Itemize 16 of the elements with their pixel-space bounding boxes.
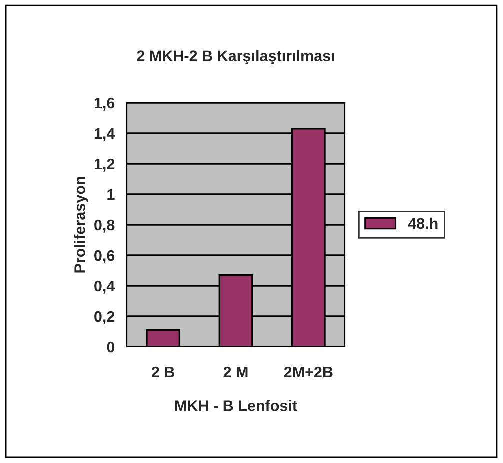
y-tick-label: 0,6 — [94, 250, 115, 264]
y-tick-label: 0,4 — [94, 280, 116, 294]
y-tick-label: 0 — [107, 342, 115, 353]
x-axis-title: MKH - B Lenfosit — [175, 400, 298, 412]
y-tick-label: 0,2 — [94, 311, 115, 324]
chart-title: 2 MKH-2 B Karşılaştırılması — [137, 50, 334, 65]
y-tick-label: 1,6 — [94, 98, 115, 111]
legend-label: 48.h — [408, 218, 438, 230]
y-tick-label: 1,4 — [94, 128, 116, 142]
y-tick-label: 1 — [108, 190, 115, 200]
y-axis-title: Proliferasyon — [74, 177, 88, 273]
y-tick-label: 0,8 — [94, 220, 115, 233]
x-tick-label: 2 M — [224, 366, 248, 378]
x-tick-label: 2 B — [152, 366, 175, 378]
y-tick-label: 1,2 — [94, 158, 115, 172]
x-tick-label: 2M+2B — [284, 366, 333, 378]
